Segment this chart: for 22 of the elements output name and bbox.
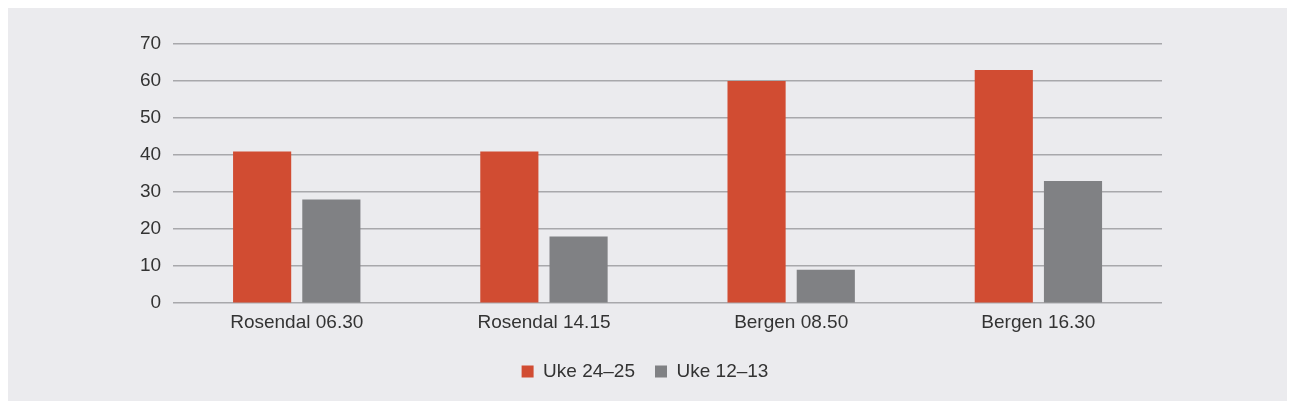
y-tick-label: 60 xyxy=(139,69,162,91)
y-tick-label: 0 xyxy=(150,291,162,313)
bar xyxy=(549,236,608,303)
bar xyxy=(233,151,292,303)
bar xyxy=(727,81,786,303)
y-tick-label: 70 xyxy=(139,32,162,54)
legend-label: Uke 24–25 xyxy=(543,359,635,381)
bar xyxy=(1043,181,1103,303)
bar xyxy=(974,69,1033,303)
y-tick-label: 50 xyxy=(139,106,162,128)
bar xyxy=(796,269,855,303)
bar xyxy=(302,199,361,303)
y-tick-label: 20 xyxy=(139,217,162,239)
x-tick-label: Rosendal 14.15 xyxy=(477,310,611,332)
bar xyxy=(480,151,539,303)
y-tick-label: 10 xyxy=(139,254,162,276)
x-tick-label: Bergen 08.50 xyxy=(734,310,849,332)
x-tick-label: Bergen 16.30 xyxy=(981,310,1096,332)
legend-label: Uke 12–13 xyxy=(676,359,769,381)
y-tick-label: 40 xyxy=(139,143,162,165)
y-tick-label: 30 xyxy=(139,180,162,202)
x-tick-label: Rosendal 06.30 xyxy=(230,310,364,332)
